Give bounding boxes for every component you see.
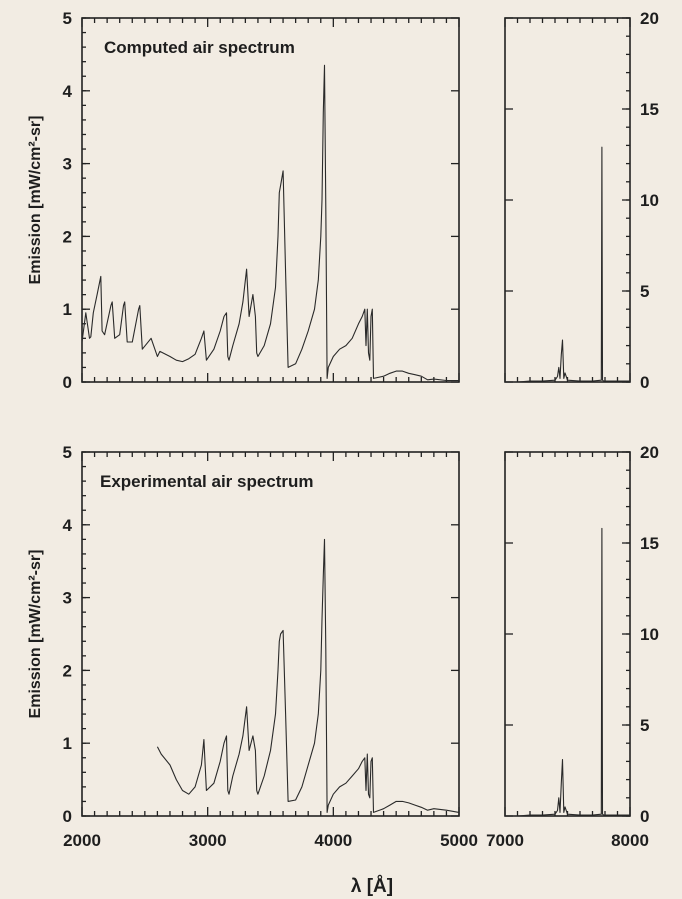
x2-tick-label: 7000 [486,831,524,850]
x-tick-label: 3000 [189,831,227,850]
experimental-y2-tick-label: 0 [640,807,649,826]
experimental-y-tick-label: 4 [63,516,73,535]
computed-title: Computed air spectrum [104,38,295,57]
computed-y-tick-label: 0 [63,373,72,392]
experimental-spectrum-line-uv-visible [156,538,460,813]
computed-marks [81,64,630,383]
experimental-y-tick-label: 0 [63,807,72,826]
experimental-y-tick-label: 2 [63,661,72,680]
x-axis-label: λ [Å] [351,876,393,897]
experimental-marks [156,527,630,817]
computed-panel: 0 1 2 3 4 5 0 5 10 15 20 Computed air spectrum Emi… [27,9,659,392]
x-tick-label: 5000 [440,831,478,850]
experimental-y2-tick-label: 10 [640,625,659,644]
experimental-y-tick-label: 5 [63,443,72,462]
experimental-spectrum-line-near-ir [505,527,630,817]
computed-y2-tick-label: 20 [640,9,659,28]
experimental-y2-tick-label: 15 [640,534,659,553]
computed-y-tick-label: 3 [63,155,72,174]
computed-y2-tick-label: 5 [640,282,649,301]
computed-y2-tick-label: 0 [640,373,649,392]
experimental-y2-tick-label: 5 [640,716,649,735]
experimental-ticks: 0 1 2 3 4 5 0 5 10 15 20 2000 3000 4000 5000 7000 8000 [63,443,659,850]
computed-spectrum-line-near-ir [505,146,630,383]
computed-spectrum-line-uv-visible [81,64,459,382]
x-tick-label: 4000 [314,831,352,850]
experimental-y2-tick-label: 20 [640,443,659,462]
computed-y2-tick-label: 15 [640,100,659,119]
x2-tick-label: 8000 [611,831,649,850]
experimental-y-tick-label: 1 [63,734,72,753]
computed-y-tick-label: 4 [63,82,73,101]
experimental-panel: 0 1 2 3 4 5 0 5 10 15 20 2000 3000 4000 5000 7000 8000 E… [27,443,659,850]
computed-y-axis-label: Emission [mW/cm²-sr] [27,116,44,285]
computed-y2-tick-label: 10 [640,191,659,210]
computed-ticks: 0 1 2 3 4 5 0 5 10 15 20 [63,9,659,392]
x-tick-label: 2000 [63,831,101,850]
experimental-y-tick-label: 3 [63,589,72,608]
computed-y-tick-label: 5 [63,9,72,28]
computed-y-tick-label: 2 [63,227,72,246]
experimental-y-axis-label: Emission [mW/cm²-sr] [27,550,44,719]
experimental-title: Experimental air spectrum [100,472,314,491]
computed-y-tick-label: 1 [63,300,72,319]
